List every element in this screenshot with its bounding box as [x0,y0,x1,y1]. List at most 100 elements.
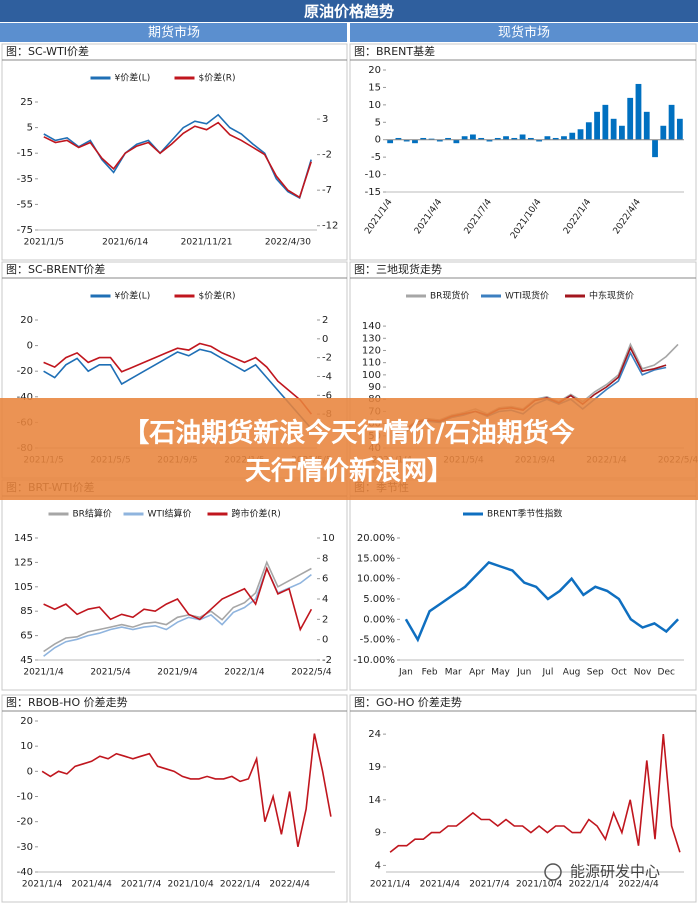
y-tick-label: -10 [365,170,381,181]
x-tick-label: 2021/5/4 [90,668,131,678]
x-tick-label: 2021/1/4 [22,880,63,890]
x-tick-label: Feb [422,668,438,678]
x-tick-label: Jan [398,668,413,678]
y-tick-label: 20 [20,315,33,326]
x-tick-label: Apr [469,668,485,678]
bar [594,111,600,140]
x-tick-label: 2022/1/4 [569,880,610,890]
bar [436,139,443,142]
y-tick-label: -10.00% [353,655,395,666]
y-tick-label: 15 [368,82,381,93]
bar [503,136,509,140]
series-line [43,348,313,430]
bar [395,137,402,140]
y-tick-label: 100 [362,370,381,381]
y2-tick-label: 2 [322,315,328,326]
section-title: 现货市场 [498,25,550,41]
bar [536,139,543,142]
x-tick-label: 2021/10/4 [516,880,562,890]
watermark-icon [544,863,562,881]
banner: 【石油期货新浪今天行情价/石油期货今 天行情价新浪网】 [0,398,698,500]
y-tick-label: -35 [17,174,33,185]
x-tick-label: 2021/4/4 [420,880,461,890]
y2-tick-label: 0 [322,635,328,646]
banner-text: 天行情价新浪网】 [245,456,453,487]
x-tick-label: 2022/4/4 [269,880,310,890]
y-tick-label: -20 [17,817,33,828]
x-tick-label: 2022/4/30 [265,238,311,248]
bar [403,139,410,142]
x-tick-label: Jul [541,668,553,678]
y-tick-label: 130 [362,333,381,344]
panel-border [349,43,697,261]
bar [428,138,435,140]
legend-label: ¥价差(L) [115,290,151,302]
banner-text: 【石油期货新浪今天行情价/石油期货今 [123,418,575,449]
bar [635,83,642,140]
chart-panel: 图：BRT-WTI价差1451251058565451086420-22021/… [1,479,348,691]
bar [420,137,427,140]
bar [585,122,592,140]
bar [627,97,634,140]
bar [619,125,625,140]
x-tick-label: 2022/1/4 [224,668,265,678]
bar [552,137,559,140]
bar [478,137,485,140]
bar [610,118,617,140]
y-tick-label: 45 [20,655,33,666]
bar [577,129,584,140]
chart-title: 图：GO-HO 价差走势 [354,695,462,709]
bar [676,118,683,140]
x-tick-label: May [491,668,510,678]
legend-label: BRENT季节性指数 [487,508,562,520]
x-tick-label: 2021/4/4 [71,880,112,890]
y-tick-label: 120 [362,345,381,356]
y2-tick-label: -2 [322,150,332,161]
y-tick-label: 4 [375,860,381,871]
x-tick-label: 2021/1/5 [24,238,64,248]
x-tick-label: Aug [563,668,581,678]
y-tick-label: -15 [17,148,33,159]
chart-title: 图：SC-WTI价差 [6,44,89,58]
y-tick-label: 10 [20,741,33,752]
y2-tick-label: 8 [322,553,328,564]
y2-tick-label: -2 [322,655,332,666]
y2-tick-label: 2 [322,614,328,625]
series-line [43,560,312,653]
bar [544,136,551,140]
legend-label: BR现货价 [430,290,469,302]
y-tick-label: 14 [368,795,381,806]
bar [668,104,675,140]
x-tick-label: 2021/9/4 [157,668,198,678]
x-tick-label: Mar [445,668,462,678]
chart-panel: 图：GO-HO 价差走势 24 19 14 9 4 2021/1/4 2021/4/4 2021… [349,694,697,903]
y-tick-label: 145 [14,533,33,544]
y-tick-label: -40 [17,867,33,878]
legend-label: WTI现货价 [505,290,549,302]
y-tick-label: 9 [375,828,381,839]
chart-panel: 图：SC-WTI价差 25 5 -15 -35 -55 -75 3 -2 -7 -12 2021/1/… [1,43,348,261]
y-tick-label: 20 [368,65,381,76]
y2-tick-label: 4 [322,594,328,605]
y-tick-label: 25 [20,97,33,108]
series-line [404,560,679,643]
y-tick-label: 110 [362,358,381,369]
section-title: 期货市场 [148,25,200,41]
x-tick-label: 2021/1/4 [370,880,411,890]
series-line [389,734,681,853]
bar [643,111,650,140]
y-tick-label: -10 [17,792,33,803]
x-tick-label: 2021/6/14 [102,238,148,248]
bar [486,139,493,142]
y-tick-label: -30 [17,842,33,853]
y-tick-label: -20 [17,366,33,377]
panel-border [1,43,348,261]
bar [445,137,451,140]
y2-tick-label: -6 [322,390,332,401]
bar [511,137,518,140]
y2-tick-label: 3 [322,114,328,125]
y-tick-label: 0 [27,766,33,777]
y-tick-label: 0.00% [363,614,395,625]
